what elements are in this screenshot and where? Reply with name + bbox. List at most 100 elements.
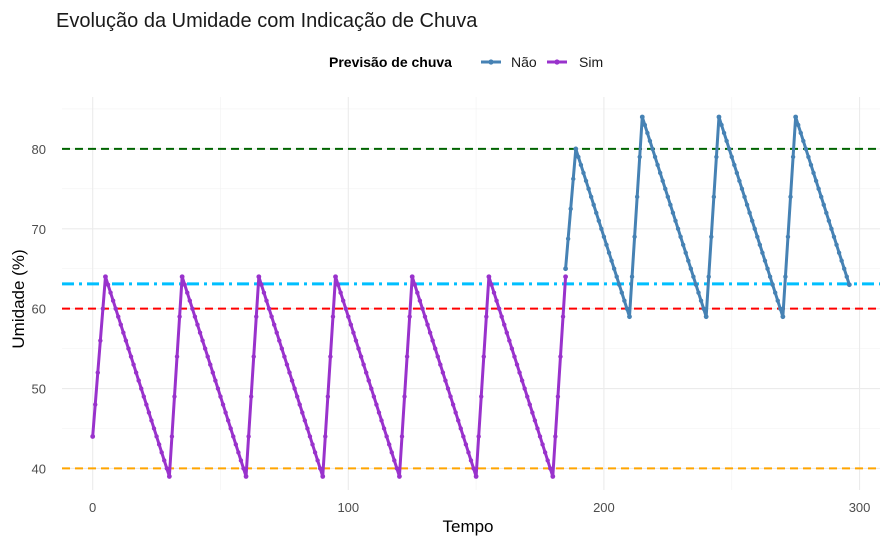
data-point [149, 418, 154, 423]
data-point [274, 330, 279, 335]
data-point [571, 176, 576, 182]
data-point [550, 474, 556, 479]
data-point [213, 378, 218, 383]
data-point [660, 178, 665, 184]
data-point [425, 322, 430, 327]
data-point [440, 370, 446, 375]
data-point [417, 298, 423, 303]
data-point [192, 314, 198, 319]
data-point [581, 170, 586, 176]
data-point [494, 298, 499, 303]
data-point [481, 354, 486, 359]
data-point [507, 338, 512, 343]
data-point [154, 434, 159, 439]
data-point [517, 370, 522, 375]
data-point [128, 354, 134, 359]
data-point [328, 354, 333, 359]
data-point [471, 466, 476, 471]
data-point [803, 146, 809, 152]
data-point [246, 434, 251, 439]
data-point [509, 346, 515, 351]
data-point [468, 458, 474, 463]
data-point [619, 290, 625, 295]
data-point [427, 330, 433, 335]
data-point [159, 450, 164, 455]
data-point [596, 218, 602, 224]
y-tick-label: 70 [32, 222, 46, 237]
data-point [179, 274, 185, 280]
data-point [202, 346, 208, 351]
data-point [118, 322, 123, 327]
data-point [783, 274, 788, 279]
data-point [409, 274, 415, 280]
data-point [670, 210, 676, 216]
data-point [586, 186, 591, 192]
data-point [842, 266, 847, 271]
data-point [737, 178, 742, 184]
x-axis-title: Tempo [442, 517, 493, 536]
legend-entry-sim: Sim [547, 54, 603, 70]
legend: Previsão de chuva Não Sim [329, 54, 603, 70]
data-point [576, 154, 581, 160]
data-point [785, 234, 791, 239]
data-point [739, 186, 745, 192]
data-point [343, 306, 348, 311]
data-point [412, 282, 417, 287]
data-point [259, 282, 264, 287]
data-point [333, 274, 338, 280]
data-point [525, 394, 530, 399]
data-point [798, 130, 803, 136]
data-point [356, 346, 361, 351]
legend-label-sim: Sim [579, 54, 603, 70]
data-point [734, 170, 740, 176]
data-point [489, 282, 494, 287]
data-point [297, 402, 302, 407]
data-point [358, 354, 364, 359]
data-point [121, 330, 126, 335]
data-point [821, 202, 826, 208]
legend-entry-nao: Não [481, 54, 537, 70]
data-point [113, 306, 118, 311]
data-point [796, 122, 801, 128]
data-point [721, 130, 727, 136]
data-point [496, 306, 502, 311]
data-point [279, 346, 285, 351]
data-point [678, 234, 683, 239]
data-point [757, 242, 763, 247]
data-point [780, 314, 786, 320]
data-point [527, 402, 532, 407]
data-point [346, 314, 351, 319]
data-point [724, 138, 729, 144]
data-point [371, 394, 377, 399]
data-point [379, 418, 384, 423]
data-point [243, 474, 249, 479]
data-point [144, 402, 149, 407]
data-point [834, 242, 839, 247]
data-point [591, 202, 596, 208]
data-point [604, 242, 609, 247]
data-point [826, 218, 832, 224]
data-point [772, 290, 778, 295]
data-point [177, 314, 182, 319]
data-point [486, 274, 492, 280]
data-point [256, 274, 262, 280]
data-point [133, 370, 139, 375]
data-point [251, 354, 256, 359]
data-point [200, 338, 205, 343]
data-point [542, 450, 548, 455]
data-point [172, 394, 177, 399]
data-point [650, 146, 655, 152]
data-point [185, 290, 190, 295]
data-point [726, 146, 732, 152]
data-point [389, 450, 394, 455]
y-tick-label: 50 [32, 382, 46, 397]
data-point [182, 282, 187, 287]
data-point [514, 362, 520, 367]
data-point [238, 458, 244, 463]
data-point [601, 234, 607, 239]
x-tick-label: 100 [337, 500, 359, 515]
data-point [668, 202, 673, 208]
data-point [443, 378, 448, 383]
data-point [642, 122, 648, 128]
